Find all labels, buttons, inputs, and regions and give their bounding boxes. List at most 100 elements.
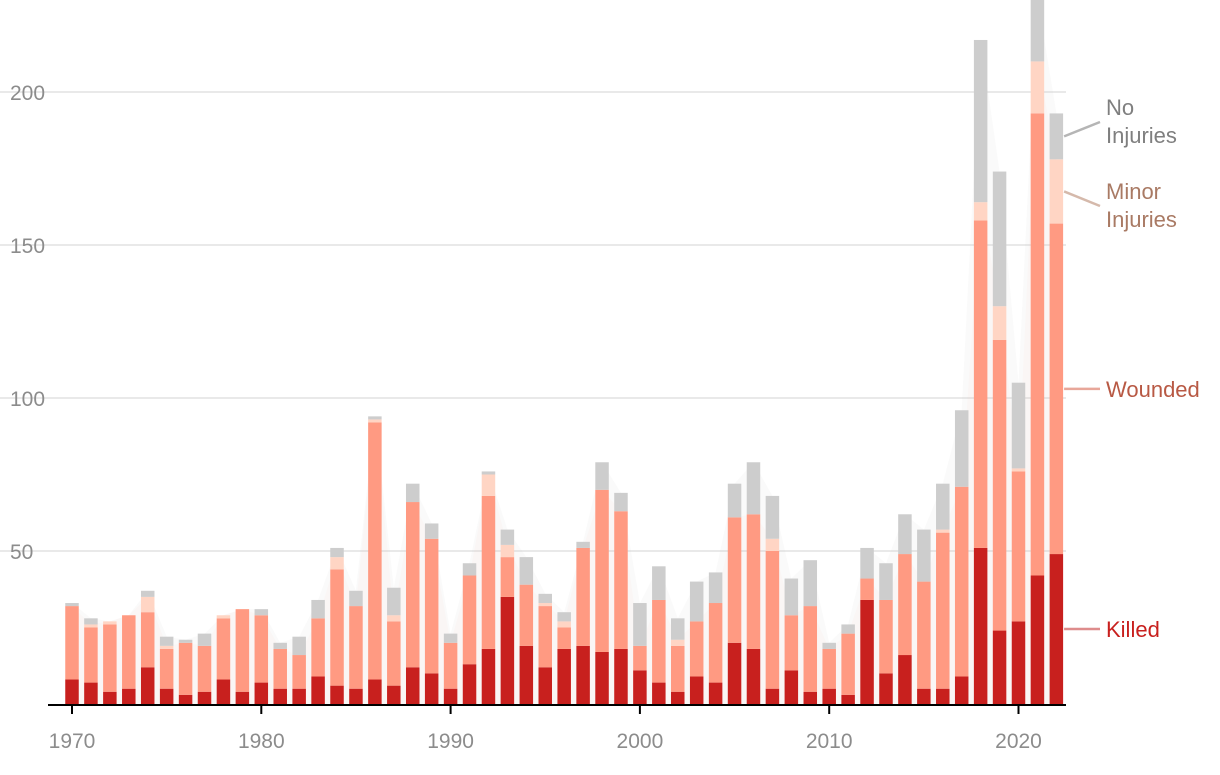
bar-none-1995: [538, 593, 552, 604]
bar-wounded-1989: [424, 538, 439, 674]
bar-minor-1986: [368, 419, 382, 423]
bar-none-2006: [746, 462, 761, 515]
bar-none-2018: [973, 39, 988, 203]
bar-killed-2010: [822, 688, 836, 704]
bar-killed-2006: [746, 648, 761, 704]
bar-killed-1973: [122, 688, 136, 704]
bar-killed-2013: [879, 673, 893, 704]
series-labels: No Injuries Minor Injuries Wounded Kille…: [1063, 95, 1200, 642]
bar-none-2007: [765, 495, 780, 539]
bar-wounded-2013: [879, 599, 893, 674]
bar-killed-2021: [1030, 575, 1045, 704]
bar-minor-1987: [387, 615, 401, 622]
bar-none-2009: [803, 560, 818, 607]
bar-minor-1975: [159, 645, 174, 649]
label-no-injuries-line2: Injuries: [1106, 123, 1177, 148]
bar-minor-1984: [330, 557, 344, 570]
x-tick-label-2010: 2010: [806, 730, 853, 753]
label-minor-injuries-line2: Injuries: [1106, 207, 1177, 232]
y-tick-label-200: 200: [10, 82, 45, 105]
bar-killed-1999: [614, 648, 628, 704]
bar-wounded-1987: [387, 621, 401, 686]
bar-none-1981: [273, 642, 287, 649]
bar-none-1975: [159, 636, 174, 646]
bar-none-1988: [405, 483, 420, 503]
bar-killed-1987: [387, 685, 401, 704]
bar-wounded-1974: [140, 612, 155, 668]
bar-wounded-2021: [1030, 113, 1045, 576]
bar-wounded-1976: [178, 642, 193, 695]
bar-none-1974: [140, 590, 155, 597]
bar-none-2005: [727, 483, 742, 518]
bar-killed-1976: [178, 694, 193, 704]
bar-wounded-1980: [254, 615, 269, 683]
bar-wounded-2017: [954, 486, 969, 677]
bar-wounded-2012: [860, 578, 874, 600]
bar-killed-2020: [1011, 621, 1026, 704]
bar-wounded-2022: [1049, 223, 1064, 555]
bar-wounded-2019: [992, 339, 1007, 631]
bar-none-1987: [387, 587, 401, 616]
bar-none-2010: [822, 642, 836, 649]
bar-none-1989: [424, 523, 439, 539]
y-tick-label-150: 150: [10, 235, 45, 258]
x-tick-label-1980: 1980: [238, 730, 285, 753]
bar-minor-1992: [481, 474, 496, 496]
bar-killed-1970: [65, 679, 79, 704]
bar-killed-1994: [519, 645, 534, 704]
bar-none-2004: [708, 572, 723, 604]
bar-killed-1993: [500, 596, 515, 704]
bar-wounded-2006: [746, 514, 761, 649]
bar-killed-2016: [936, 688, 950, 704]
bar-wounded-1984: [330, 569, 344, 686]
bar-wounded-1978: [216, 618, 231, 680]
bar-wounded-2018: [973, 220, 988, 548]
bar-killed-1972: [103, 691, 117, 704]
bar-wounded-1975: [159, 648, 174, 689]
bar-killed-2005: [727, 642, 742, 704]
bar-minor-1993: [500, 544, 515, 558]
label-no-injuries-line1: No: [1106, 95, 1134, 120]
bar-killed-1989: [424, 673, 439, 704]
bar-killed-2015: [917, 688, 931, 704]
label-wounded: Wounded: [1106, 377, 1200, 402]
bar-minor-1996: [557, 621, 571, 628]
bar-wounded-1983: [311, 618, 325, 677]
label-killed: Killed: [1106, 617, 1160, 642]
bar-none-2000: [633, 603, 647, 646]
bar-wounded-1985: [349, 606, 363, 689]
bar-killed-2009: [803, 691, 818, 704]
bar-none-1984: [330, 547, 344, 558]
bar-wounded-2011: [841, 633, 855, 695]
bar-none-2012: [860, 547, 874, 579]
bar-killed-1981: [273, 688, 287, 704]
bar-killed-1998: [595, 651, 609, 704]
bar-wounded-2000: [633, 645, 647, 671]
bar-killed-1992: [481, 648, 496, 704]
bar-none-2021: [1030, 0, 1045, 62]
bar-none-1992: [481, 471, 496, 475]
bar-killed-1974: [140, 667, 155, 704]
bar-none-1986: [368, 416, 382, 420]
bar-none-2011: [841, 624, 855, 634]
bar-none-1982: [292, 636, 306, 656]
bar-wounded-1977: [197, 645, 212, 692]
bar-killed-1991: [462, 664, 477, 704]
bar-wounded-1995: [538, 606, 552, 668]
bar-minor-2016: [936, 529, 950, 533]
x-tick-label-2020: 2020: [995, 730, 1042, 753]
bar-minor-1978: [216, 615, 231, 619]
bar-wounded-2008: [784, 615, 799, 671]
y-tick-label-50: 50: [10, 541, 33, 564]
bar-none-1999: [614, 492, 628, 512]
bar-killed-2007: [765, 688, 780, 704]
bar-wounded-1988: [405, 502, 420, 668]
bar-killed-1982: [292, 688, 306, 704]
bar-wounded-1992: [481, 495, 496, 649]
bar-killed-1995: [538, 667, 552, 704]
x-tick-label-1990: 1990: [427, 730, 474, 753]
bar-killed-2012: [860, 599, 874, 704]
bar-none-2008: [784, 578, 799, 616]
bar-none-2013: [879, 563, 893, 600]
